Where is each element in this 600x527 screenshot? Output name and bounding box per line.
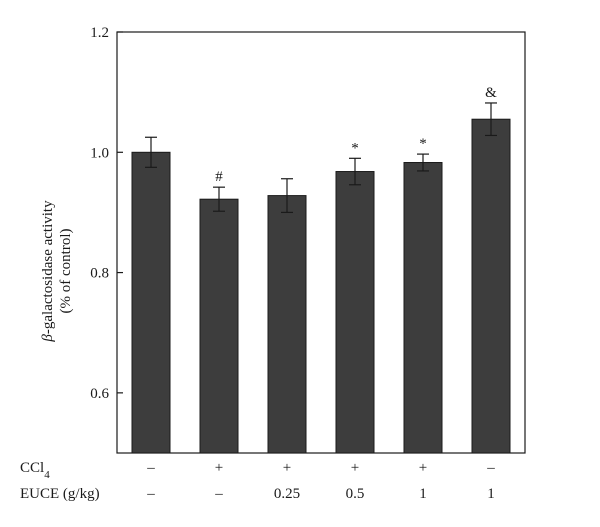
condition-value: 0.5 [346, 486, 365, 502]
significance-mark: & [485, 85, 497, 101]
condition-row-label: CCl4 [20, 460, 50, 481]
bar [335, 171, 375, 454]
condition-value: – [146, 460, 155, 476]
condition-table: CCl4 – + + + + – EUCE (g/kg) – – 0.25 0.5 1 1 [20, 460, 495, 502]
significance-mark: * [419, 136, 427, 152]
y-axis-label: β-galactosidase activity (% of control) [40, 200, 74, 343]
y-axis-label-line2: (% of control) [58, 229, 74, 314]
condition-value: 1 [487, 486, 495, 502]
bar [131, 151, 171, 454]
condition-value: – [146, 486, 155, 502]
condition-value: + [215, 460, 223, 476]
condition-value: + [419, 460, 427, 476]
condition-value: – [486, 460, 495, 476]
bar [267, 195, 307, 454]
bar [403, 162, 443, 454]
plot-area: 0.6 0.8 1.0 1.2 # * * & [90, 25, 526, 454]
condition-row-label: EUCE (g/kg) [20, 486, 100, 502]
bar [471, 118, 511, 454]
y-tick-label: 0.6 [90, 386, 109, 402]
y-axis-label-greek: β [40, 334, 56, 343]
y-tick-label: 1.0 [90, 145, 109, 161]
bar [199, 198, 239, 454]
significance-mark: * [351, 140, 359, 156]
plot-frame [116, 31, 526, 454]
y-tick-label: 0.8 [90, 266, 109, 282]
condition-value: – [214, 486, 223, 502]
y-axis-label-line1: -galactosidase activity [40, 200, 56, 334]
condition-value: + [283, 460, 291, 476]
y-tick-label: 1.2 [90, 25, 109, 41]
condition-value: 1 [419, 486, 427, 502]
significance-mark: # [215, 169, 223, 185]
condition-value: + [351, 460, 359, 476]
condition-value: 0.25 [274, 486, 300, 502]
svg-text:β-galactosidase activity: β-galactosidase activity [40, 200, 56, 343]
